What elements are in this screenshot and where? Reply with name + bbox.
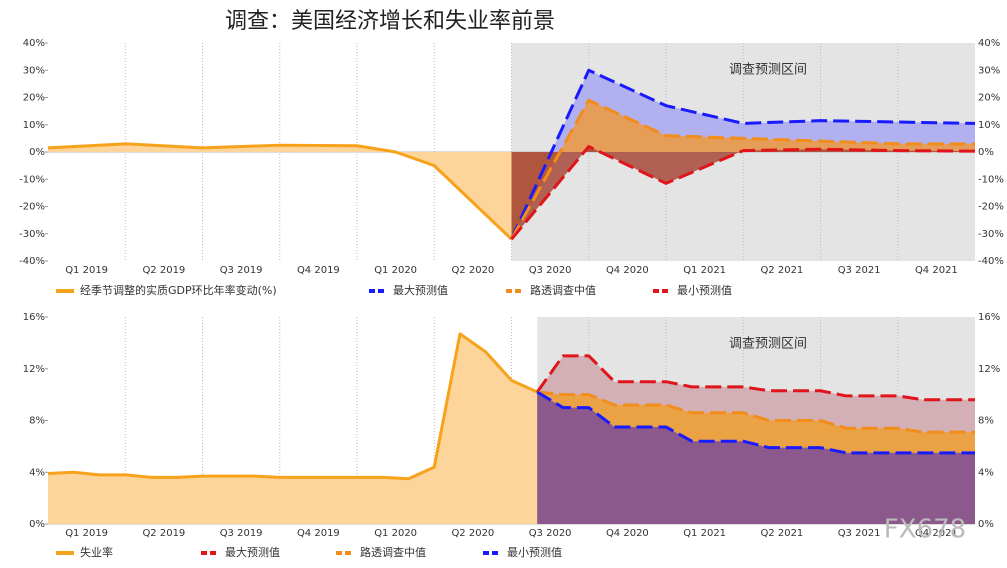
x-tick-label: Q2 2019 [142, 528, 185, 539]
series-line [47, 332, 538, 481]
y-tick-label: 8% [29, 416, 45, 427]
y2-tick-label: 20% [978, 93, 1000, 104]
y-tick-label: 16% [23, 312, 45, 323]
x-tick-label: Q1 2019 [65, 528, 108, 539]
y-tick-label: 20% [23, 93, 45, 104]
y-tick-label: 0% [29, 519, 45, 530]
series-line [536, 390, 975, 455]
x-tick-label: Q4 2020 [606, 528, 649, 539]
region-label: 调查预测区间 [729, 337, 807, 352]
series-line [510, 145, 976, 241]
y2-tick-label: 0% [978, 147, 994, 158]
x-tick-label: Q2 2019 [142, 265, 185, 276]
y-tick-label: 4% [29, 467, 45, 478]
area [511, 70, 975, 240]
y2-tick-label: 0% [978, 519, 994, 530]
y2-tick-label: -20% [978, 202, 1004, 213]
y-tick-label: 0% [29, 147, 45, 158]
x-tick-label: Q1 2020 [374, 265, 417, 276]
y-tick-label: 10% [23, 120, 45, 131]
x-tick-label: Q3 2021 [838, 528, 881, 539]
y-tick-label: 12% [23, 364, 45, 375]
x-tick-label: Q4 2019 [297, 265, 340, 276]
y2-tick-label: -30% [978, 229, 1004, 240]
x-tick-label: Q3 2019 [220, 265, 263, 276]
region-label: 调查预测区间 [729, 63, 807, 78]
legend-label: 路透调查中值 [530, 283, 596, 297]
area [511, 100, 975, 240]
series-line [510, 98, 975, 240]
legend-label: 经季节调整的实质GDP环比年率变动(%) [80, 283, 277, 297]
legend-label: 失业率 [80, 545, 113, 559]
series-line [536, 354, 975, 402]
series-line [537, 390, 975, 434]
y-tick-label: -30% [19, 229, 45, 240]
area [48, 333, 538, 524]
series-line [47, 142, 513, 241]
x-tick-label: Q2 2021 [760, 528, 803, 539]
x-tick-label: Q4 2021 [915, 265, 958, 276]
y-tick-label: -40% [19, 256, 45, 267]
x-tick-label: Q3 2021 [838, 265, 881, 276]
x-tick-label: Q4 2019 [297, 528, 340, 539]
y2-tick-label: -40% [978, 256, 1004, 267]
legend-label: 最大预测值 [225, 545, 280, 559]
area [48, 143, 512, 240]
y2-tick-label: -10% [978, 174, 1004, 185]
watermark: FX678 [884, 515, 966, 545]
x-tick-label: Q3 2020 [529, 528, 572, 539]
x-tick-label: Q1 2021 [683, 528, 726, 539]
legend-label: 最大预测值 [393, 283, 448, 297]
area [537, 392, 975, 524]
x-tick-label: Q3 2020 [529, 265, 572, 276]
y2-tick-label: 16% [978, 312, 1000, 323]
series-line [510, 68, 976, 240]
y-tick-label: 40% [23, 38, 45, 49]
y2-tick-label: 4% [978, 467, 994, 478]
page-title: 调查：美国经济增长和失业率前景 [225, 9, 555, 34]
y2-tick-label: 30% [978, 65, 1000, 76]
y2-tick-label: 40% [978, 38, 1000, 49]
x-tick-label: Q2 2020 [451, 528, 494, 539]
x-tick-label: Q2 2021 [760, 265, 803, 276]
y2-tick-label: 10% [978, 120, 1000, 131]
y-tick-label: -20% [19, 202, 45, 213]
legend-label: 最小预测值 [677, 284, 732, 297]
x-tick-label: Q1 2020 [374, 528, 417, 539]
legend-label: 最小预测值 [507, 546, 562, 559]
x-tick-label: Q4 2021 [915, 528, 958, 539]
x-tick-label: Q1 2021 [683, 265, 726, 276]
y2-tick-label: 12% [978, 364, 1000, 375]
x-tick-label: Q2 2020 [451, 265, 494, 276]
x-tick-label: Q1 2019 [65, 265, 108, 276]
y-tick-label: -10% [19, 174, 45, 185]
legend-label: 路透调查中值 [360, 545, 426, 559]
y-tick-label: 30% [23, 65, 45, 76]
x-tick-label: Q4 2020 [606, 265, 649, 276]
x-tick-label: Q3 2019 [220, 528, 263, 539]
y2-tick-label: 8% [978, 416, 994, 427]
